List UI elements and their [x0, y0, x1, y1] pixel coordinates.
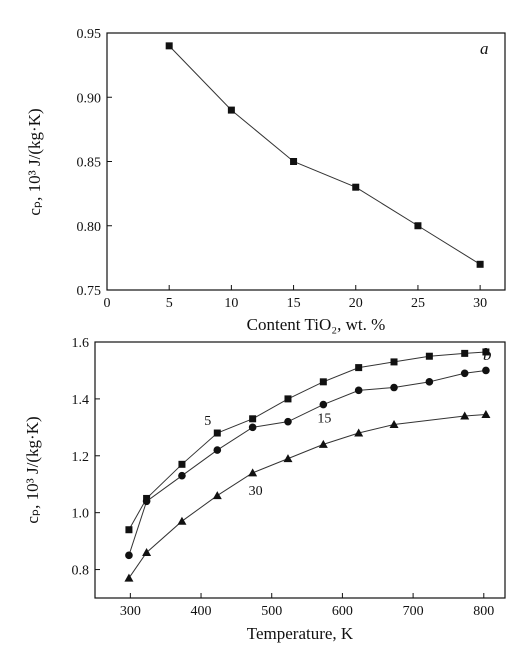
x-tick-label: 700	[403, 604, 424, 619]
data-point	[142, 497, 151, 506]
data-point	[354, 428, 364, 437]
data-point	[284, 417, 292, 426]
y-tick-label: 0.8	[72, 564, 90, 579]
data-point	[319, 400, 328, 409]
x-tick-label: 0	[104, 296, 111, 311]
y-tick-label: 1.4	[72, 393, 90, 408]
panel-label-a: a	[480, 39, 489, 58]
data-point	[354, 386, 363, 395]
data-point	[284, 395, 292, 403]
series-label-15: 15	[317, 412, 331, 427]
x-tick-label: 5	[166, 296, 173, 311]
data-point	[461, 349, 469, 357]
x-tick-label: 15	[287, 296, 301, 311]
y-tick-label: 0.90	[77, 91, 102, 106]
plot-frame-a	[106, 32, 506, 291]
data-point	[125, 526, 133, 534]
data-point	[178, 471, 186, 480]
series-line	[168, 45, 481, 265]
data-point	[248, 423, 257, 432]
data-point	[425, 378, 434, 386]
data-point	[213, 446, 222, 454]
data-point	[481, 410, 491, 419]
series-line-5	[128, 351, 486, 530]
data-point	[390, 358, 398, 366]
x-tick-label: 20	[349, 296, 363, 311]
y-tick-label: 0.80	[77, 220, 102, 235]
y-axis-a: 0.75 0.80 0.85 0.90 0.95	[77, 27, 112, 299]
x-axis-b: 300 400 500 600 700 800	[120, 593, 494, 619]
data-point	[460, 369, 469, 378]
data-point	[318, 439, 328, 448]
plot-frame-b	[94, 341, 506, 599]
data-point	[355, 364, 363, 372]
series-label-30: 30	[249, 484, 263, 499]
data-point	[460, 411, 470, 420]
y-axis-label-b: cₚ, 10³ J/(kg·K)	[23, 416, 42, 523]
data-point	[290, 158, 298, 165]
data-point	[283, 454, 293, 463]
data-point	[476, 260, 484, 268]
x-tick-label: 30	[473, 296, 487, 311]
series-group-a	[165, 42, 484, 268]
y-axis-b: 0.8 1.0 1.2 1.4 1.6	[72, 336, 100, 579]
data-point	[227, 106, 235, 114]
data-point	[482, 348, 490, 356]
x-tick-label: 800	[473, 604, 494, 619]
data-point	[125, 551, 133, 560]
y-tick-label: 0.85	[77, 156, 102, 171]
x-tick-label: 10	[224, 296, 238, 311]
data-point	[414, 222, 422, 230]
series-group-b: 5 15 30	[124, 348, 491, 582]
y-axis-label-a: cₚ, 10³ J/(kg·K)	[25, 108, 44, 215]
y-tick-label: 0.75	[77, 284, 102, 299]
series-label-5: 5	[204, 414, 211, 429]
y-tick-label: 1.2	[72, 450, 90, 465]
x-tick-label: 400	[191, 604, 212, 619]
x-axis-a: 0 5 10 15 20 25 30	[104, 285, 487, 311]
data-point	[389, 419, 399, 428]
x-axis-label-a: Content TiO₂, wt. %	[247, 315, 386, 334]
y-tick-label: 1.0	[72, 507, 90, 522]
data-point	[425, 352, 433, 360]
data-point	[124, 573, 134, 582]
data-point	[319, 378, 327, 386]
series-line-30	[128, 414, 486, 579]
data-point	[482, 366, 490, 375]
x-tick-label: 300	[120, 604, 141, 619]
data-point	[213, 429, 221, 437]
data-point	[178, 460, 186, 468]
x-axis-label-b: Temperature, K	[247, 624, 354, 643]
data-point	[352, 183, 360, 191]
data-point	[212, 491, 222, 500]
y-tick-label: 0.95	[77, 27, 102, 42]
y-tick-label: 1.6	[72, 336, 90, 351]
chart-panel-b: 300 400 500 600 700 800 0.8 1.0 1.2 1.4 1.6 5 15 30…	[23, 336, 506, 643]
series-line-15	[128, 369, 486, 556]
data-point	[165, 42, 173, 50]
data-point	[390, 383, 398, 392]
x-tick-label: 25	[411, 296, 425, 311]
chart-panel-a: 0 5 10 15 20 25 30 0.75 0.80 0.85 0.90 0.95 a Cont…	[25, 27, 506, 334]
data-point	[177, 516, 187, 525]
data-point	[142, 547, 152, 556]
x-tick-label: 600	[332, 604, 353, 619]
panel-label-b: b	[483, 345, 492, 364]
x-tick-label: 500	[261, 604, 282, 619]
data-point	[249, 415, 257, 423]
data-point	[248, 468, 258, 477]
